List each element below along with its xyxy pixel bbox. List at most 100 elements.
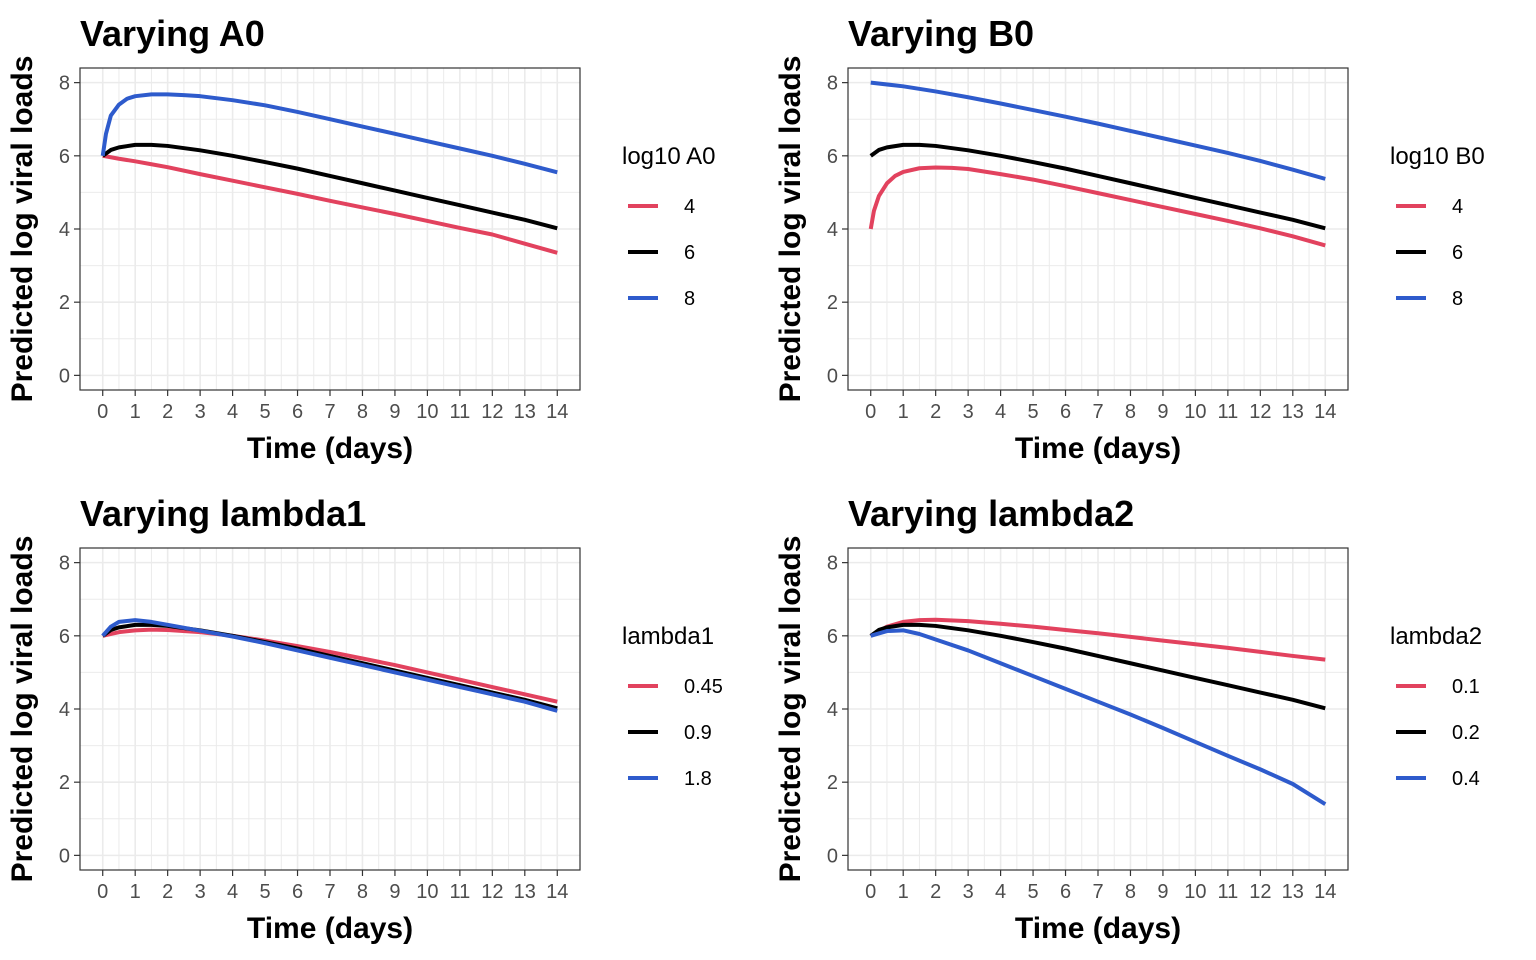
- y-tick-label: 4: [827, 219, 838, 241]
- legend: lambda2 0.1 0.2 0.4: [1390, 623, 1482, 790]
- gridlines: [80, 68, 580, 390]
- legend-label: 4: [684, 196, 695, 218]
- series-line-8: [100, 92, 558, 175]
- panel-title: Varying B0: [848, 13, 1034, 54]
- y-tick-label: 8: [827, 73, 838, 95]
- x-tick-label: 5: [260, 881, 271, 903]
- x-tick-label: 7: [1092, 401, 1103, 423]
- y-tick-label: 6: [59, 146, 70, 168]
- legend-label: 4: [1452, 196, 1463, 218]
- x-tick-label: 14: [1314, 881, 1336, 903]
- y-axis-title: Predicted log viral loads: [6, 536, 39, 883]
- x-tick-label: 1: [130, 401, 141, 423]
- series-line-0.45: [102, 627, 558, 704]
- legend-label: 0.4: [1452, 768, 1480, 790]
- y-tick-label: 2: [59, 292, 70, 314]
- x-tick-label: 7: [1092, 881, 1103, 903]
- x-tick-label: 11: [1217, 881, 1238, 903]
- legend-label: 6: [684, 242, 695, 264]
- legend-label: 0.1: [1452, 676, 1480, 698]
- y-tick-label: 6: [827, 146, 838, 168]
- x-tick-label: 5: [260, 401, 271, 423]
- x-tick-label: 9: [389, 881, 400, 903]
- x-tick-label: 3: [963, 881, 974, 903]
- x-tick-label: 2: [930, 401, 941, 423]
- x-tick-label: 2: [930, 881, 941, 903]
- x-tick-label: 12: [1249, 401, 1271, 423]
- y-tick-label: 6: [827, 626, 838, 648]
- x-axis-title: Time (days): [1015, 912, 1181, 945]
- x-tick-label: 10: [416, 401, 438, 423]
- x-tick-label: 6: [1060, 881, 1071, 903]
- legend-label: 8: [1452, 288, 1463, 310]
- y-axis-title: Predicted log viral loads: [774, 536, 807, 883]
- x-tick-label: 8: [357, 881, 368, 903]
- series-line-0.4: [870, 628, 1327, 806]
- x-tick-label: 11: [449, 401, 470, 423]
- y-tick-label: 2: [59, 772, 70, 794]
- y-tick-label: 0: [827, 845, 838, 867]
- x-tick-label: 11: [449, 881, 470, 903]
- x-tick-label: 3: [195, 401, 206, 423]
- x-tick-label: 0: [865, 401, 876, 423]
- legend: log10 A0 4 6 8: [622, 143, 715, 310]
- y-axis-title: Predicted log viral loads: [6, 56, 39, 403]
- legend-title: lambda1: [622, 623, 714, 650]
- x-tick-label: 10: [416, 881, 438, 903]
- y-tick-label: 8: [827, 553, 838, 575]
- legend-title: log10 B0: [1390, 143, 1485, 170]
- y-tick-label: 0: [59, 845, 70, 867]
- legend-title: log10 A0: [622, 143, 715, 170]
- x-tick-label: 0: [865, 881, 876, 903]
- x-tick-label: 6: [292, 881, 303, 903]
- x-tick-label: 4: [995, 401, 1006, 423]
- x-tick-label: 11: [1217, 401, 1238, 423]
- legend-label: 6: [1452, 242, 1463, 264]
- panel-title: Varying A0: [80, 13, 265, 54]
- x-tick-label: 0: [97, 881, 108, 903]
- x-tick-label: 14: [546, 881, 568, 903]
- x-tick-label: 10: [1184, 881, 1206, 903]
- series-line-4: [868, 165, 1326, 248]
- gridlines: [80, 548, 580, 870]
- x-tick-label: 14: [546, 401, 568, 423]
- x-tick-label: 10: [1184, 401, 1206, 423]
- gridlines: [848, 68, 1348, 390]
- series-line-0.1: [869, 617, 1326, 662]
- legend: log10 B0 4 6 8: [1390, 143, 1485, 310]
- x-tick-label: 12: [1249, 881, 1271, 903]
- series-line-6: [101, 142, 558, 231]
- x-tick-label: 13: [514, 881, 536, 903]
- legend: lambda1 0.45 0.9 1.8: [622, 623, 723, 790]
- series-line-4: [102, 153, 558, 255]
- panel-title: Varying lambda1: [80, 493, 366, 534]
- x-tick-label: 6: [292, 401, 303, 423]
- gridlines: [848, 548, 1348, 870]
- x-tick-label: 14: [1314, 401, 1336, 423]
- y-tick-label: 2: [827, 292, 838, 314]
- x-tick-label: 13: [1282, 881, 1304, 903]
- x-tick-label: 6: [1060, 401, 1071, 423]
- legend-label: 1.8: [684, 768, 712, 790]
- x-tick-label: 1: [130, 881, 141, 903]
- y-tick-label: 2: [827, 772, 838, 794]
- x-tick-label: 2: [162, 881, 173, 903]
- x-axis-title: Time (days): [247, 912, 413, 945]
- x-tick-label: 12: [481, 881, 503, 903]
- y-tick-label: 4: [59, 699, 70, 721]
- x-tick-label: 7: [324, 881, 335, 903]
- x-tick-label: 8: [1125, 881, 1136, 903]
- y-tick-label: 6: [59, 626, 70, 648]
- y-tick-label: 4: [59, 219, 70, 241]
- y-tick-label: 8: [59, 73, 70, 95]
- legend-label: 0.2: [1452, 722, 1480, 744]
- x-tick-label: 2: [162, 401, 173, 423]
- x-tick-label: 0: [97, 401, 108, 423]
- x-axis-title: Time (days): [1015, 432, 1181, 465]
- x-tick-label: 9: [389, 401, 400, 423]
- x-tick-label: 5: [1028, 881, 1039, 903]
